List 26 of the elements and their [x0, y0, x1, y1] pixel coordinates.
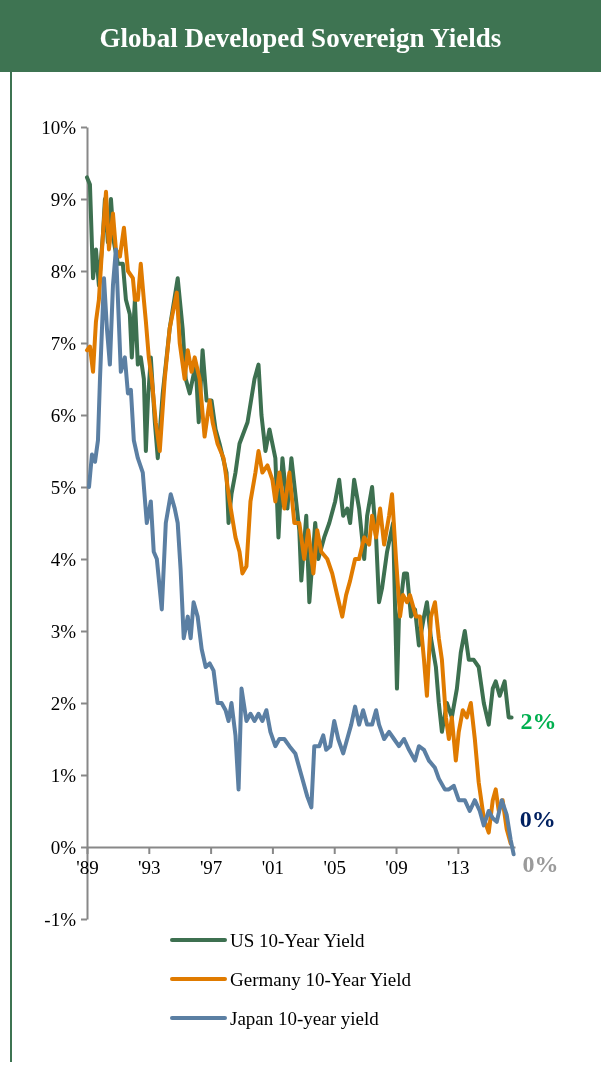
y-tick-label: 4%: [50, 548, 77, 570]
legend-label: Germany 10-Year Yield: [230, 968, 412, 990]
x-tick-label: '01: [261, 857, 285, 879]
y-tick-label: 7%: [50, 332, 77, 354]
annotation: 2%: [520, 708, 557, 735]
x-tick-label: '97: [199, 857, 223, 879]
y-tick-label: 6%: [50, 404, 77, 426]
y-tick-label: 5%: [50, 476, 77, 498]
y-tick-label: 10%: [41, 116, 77, 138]
y-tick-label: 3%: [50, 620, 77, 642]
y-tick-label: -1%: [44, 908, 77, 930]
x-tick-label: '89: [76, 857, 99, 879]
x-tick-label: '93: [138, 857, 161, 879]
annotation: 0%: [522, 851, 559, 878]
y-tick-label: 8%: [50, 260, 77, 282]
legend-label: US 10-Year Yield: [230, 929, 366, 951]
y-tick-label: 2%: [50, 692, 77, 714]
y-tick-label: 9%: [50, 188, 77, 210]
chart-title: Global Developed Sovereign Yields: [99, 23, 502, 53]
y-tick-label: 1%: [50, 764, 77, 786]
x-tick-label: '13: [447, 857, 470, 879]
y-tick-label: 0%: [50, 836, 77, 858]
legend-label: Japan 10-year yield: [230, 1007, 380, 1029]
x-tick-label: '05: [323, 857, 346, 879]
annotation: 0%: [519, 805, 556, 832]
x-tick-label: '09: [385, 857, 408, 879]
